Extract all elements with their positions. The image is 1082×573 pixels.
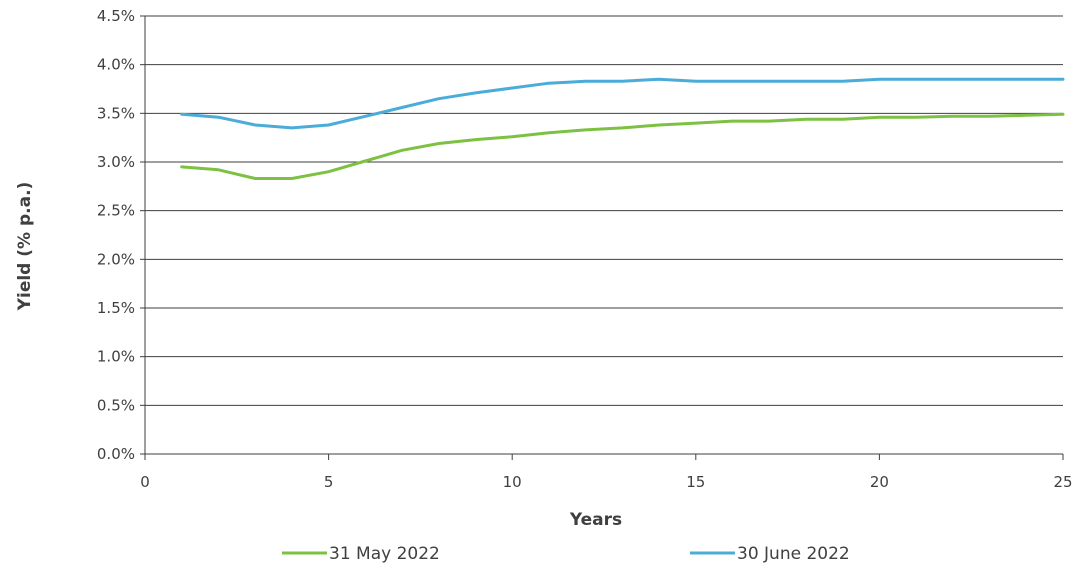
x-tick-label: 20 (870, 473, 889, 491)
y-tick-label: 0.0% (97, 445, 135, 463)
y-axis-title: Yield (% p.a.) (15, 182, 35, 312)
axes (140, 15, 1064, 460)
x-tick-label: 10 (503, 473, 522, 491)
y-tick-label: 3.0% (97, 153, 135, 171)
tick-labels: 0.0% 0.5% 1.0% 1.5% 2.0% 2.5% 3.0% 3.5% 4.0% 4.5%… (97, 7, 1073, 491)
series-line (180, 77, 1065, 130)
grid-lines (145, 15, 1063, 406)
series-lines (180, 77, 1065, 180)
y-tick-label: 4.0% (97, 56, 135, 74)
y-tick-label: 4.5% (97, 7, 135, 25)
x-tick-label: 0 (140, 473, 150, 491)
y-tick-label: 2.5% (97, 202, 135, 220)
legend-label: 31 May 2022 (329, 544, 440, 564)
y-tick-label: 2.0% (97, 250, 135, 268)
legend: 31 May 2022 30 June 2022 (282, 544, 850, 564)
legend-label: 30 June 2022 (737, 544, 850, 564)
x-axis-title: Years (569, 510, 622, 530)
x-tick-label: 5 (324, 473, 334, 491)
y-tick-label: 1.0% (97, 348, 135, 366)
series-line (180, 112, 1065, 180)
y-tick-label: 3.5% (97, 104, 135, 122)
y-tick-label: 0.5% (97, 396, 135, 414)
y-tick-label: 1.5% (97, 299, 135, 317)
x-tick-label: 25 (1053, 473, 1072, 491)
x-tick-label: 15 (686, 473, 705, 491)
